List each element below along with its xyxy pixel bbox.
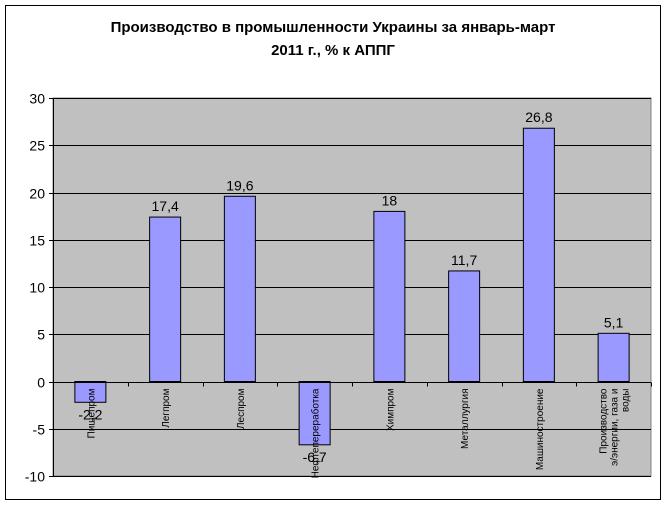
- data-label: 5,1: [604, 314, 624, 330]
- category-label: Легпром: [161, 388, 172, 427]
- data-label: 19,6: [226, 177, 253, 193]
- y-tick-label: 25: [29, 138, 45, 154]
- y-tick-label: 20: [29, 186, 45, 202]
- y-tick-label: 30: [29, 91, 45, 107]
- category-label: Пищепром: [86, 388, 97, 438]
- y-tick-label: 5: [37, 327, 45, 343]
- bar: [448, 270, 481, 382]
- category-label: э/энергии, газа и: [610, 389, 621, 466]
- data-label: -6,7: [303, 449, 327, 465]
- category-label: Машиностроение: [535, 388, 546, 470]
- bar: [522, 127, 555, 382]
- data-label: 17,4: [152, 198, 179, 214]
- bar: [298, 381, 331, 446]
- chart-border: [5, 5, 661, 500]
- data-label: 26,8: [525, 109, 552, 125]
- y-tick-label: 15: [29, 233, 45, 249]
- bar: [149, 216, 182, 382]
- y-tick-label: 10: [29, 280, 45, 296]
- category-label: воды: [621, 389, 632, 413]
- y-tick-label: 0: [37, 375, 45, 391]
- bar: [74, 381, 107, 403]
- y-tick-label: -5: [33, 422, 46, 438]
- chart-title-line-1: Производство в промышленности Украины за…: [110, 19, 556, 36]
- category-label: Металлургия: [460, 389, 471, 449]
- bar: [373, 210, 406, 382]
- category-label: Нефтепереработка: [310, 388, 322, 478]
- y-tick-label: -10: [25, 469, 45, 485]
- bar: [597, 332, 630, 382]
- data-label: -2,2: [78, 406, 102, 422]
- category-label: Производство: [599, 388, 610, 454]
- bar: [223, 195, 256, 382]
- category-label: Химпром: [385, 388, 396, 431]
- data-label: 11,7: [451, 252, 477, 268]
- chart-title-line-2: 2011 г., % к АППГ: [271, 42, 395, 59]
- data-label: 18: [382, 192, 398, 208]
- category-label: Леспром: [236, 388, 247, 429]
